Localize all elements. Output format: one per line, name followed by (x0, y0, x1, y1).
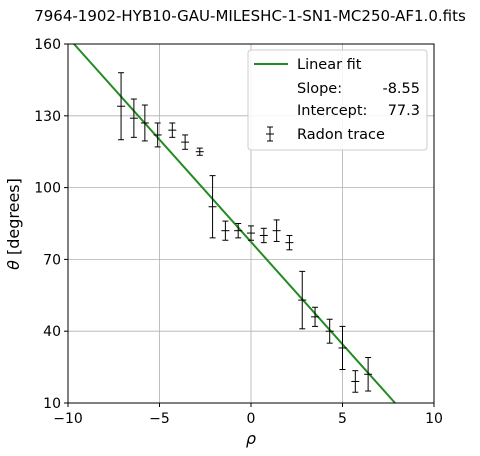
data-point (129, 98, 138, 138)
x-tick-label: 10 (425, 411, 443, 427)
x-tick-label: −10 (53, 411, 83, 427)
x-tick-label: 5 (338, 411, 347, 427)
data-point (298, 270, 307, 330)
legend-trace-swatch (266, 126, 274, 142)
legend: Linear fit Slope: -8.55 Intercept: 77.3 … (247, 49, 428, 151)
data-point (338, 325, 347, 370)
legend-box (247, 49, 428, 151)
y-tick-label: 40 (43, 324, 61, 340)
y-tick-label: 70 (43, 252, 61, 268)
y-tick-label: 160 (34, 37, 61, 53)
chart-title: 7964-1902-HYB10-GAU-MILESHC-1-SN1-MC250-… (34, 7, 466, 25)
data-point (272, 219, 281, 242)
linear-fit-line (73, 43, 396, 404)
data-point (247, 225, 255, 241)
data-point (234, 223, 243, 239)
linear-fit-line-path (73, 43, 396, 404)
y-tick-label: 100 (34, 181, 61, 197)
data-point (325, 318, 334, 344)
y-tick-label: 10 (43, 396, 61, 412)
data-point (153, 122, 162, 148)
data-point (351, 370, 360, 393)
radon-trace-series (117, 72, 373, 393)
data-point (117, 72, 126, 141)
y-axis-label: θ [degrees] (4, 178, 23, 270)
data-point (221, 220, 230, 241)
legend-fit-label: Linear fit (297, 57, 362, 73)
data-point (168, 122, 177, 138)
x-axis-label: ρ (246, 429, 256, 448)
y-axis-ticks: 10 40 70 100 130 160 (34, 37, 68, 412)
data-point (311, 306, 320, 327)
data-point (364, 357, 373, 392)
data-point (195, 147, 204, 156)
x-tick-label: −5 (149, 411, 170, 427)
data-point (140, 104, 149, 142)
data-point (259, 227, 268, 244)
data-point (181, 134, 190, 150)
y-tick-label: 130 (34, 109, 61, 125)
legend-intercept-value: 77.3 (388, 103, 420, 119)
x-axis-ticks: −10 −5 0 5 10 (53, 403, 443, 427)
data-point (285, 234, 294, 251)
legend-trace-label: Radon trace (297, 127, 385, 143)
legend-slope-label: Slope: (297, 81, 342, 97)
legend-intercept-label: Intercept: (297, 103, 367, 119)
legend-slope-value: -8.55 (382, 81, 420, 97)
data-point (208, 175, 217, 239)
x-tick-label: 0 (247, 411, 256, 427)
